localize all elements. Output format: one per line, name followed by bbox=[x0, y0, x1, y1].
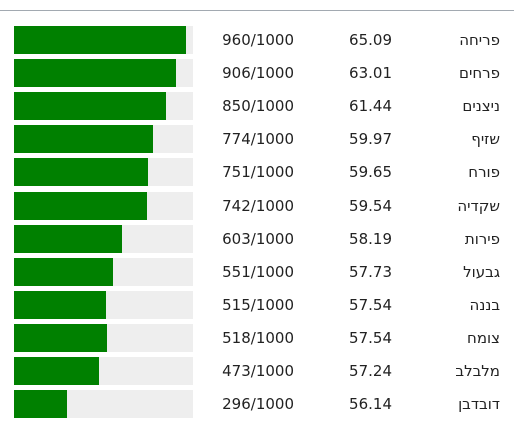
bar bbox=[14, 125, 153, 154]
bar-track bbox=[14, 257, 193, 286]
bar-track bbox=[14, 26, 193, 54]
score: 61.44 bbox=[349, 97, 392, 116]
score: 57.24 bbox=[349, 362, 392, 380]
word: מלבלב bbox=[455, 362, 500, 380]
bar-track bbox=[14, 224, 193, 253]
rating: 551/1000 bbox=[222, 262, 294, 281]
bar bbox=[14, 191, 147, 220]
bar bbox=[14, 59, 177, 88]
word: דובדבן bbox=[458, 395, 500, 414]
word: בננה bbox=[469, 295, 500, 314]
rating: 774/1000 bbox=[222, 130, 294, 149]
word: פירות bbox=[464, 229, 500, 248]
bar bbox=[14, 257, 113, 286]
bar-track bbox=[14, 357, 193, 385]
bar-track bbox=[14, 390, 193, 419]
score: 57.54 bbox=[349, 328, 392, 347]
score: 58.19 bbox=[349, 229, 392, 248]
rating: 751/1000 bbox=[222, 163, 294, 182]
word: ניצנים bbox=[462, 97, 500, 116]
top-rule bbox=[0, 10, 514, 11]
score: 63.01 bbox=[349, 64, 392, 83]
score: 57.73 bbox=[349, 262, 392, 281]
bar-track bbox=[14, 191, 193, 220]
score: 57.54 bbox=[349, 295, 392, 314]
bar bbox=[14, 158, 149, 187]
score: 59.97 bbox=[349, 130, 392, 149]
bar bbox=[14, 92, 167, 121]
word: צומח bbox=[467, 328, 500, 347]
word: שזיף bbox=[471, 130, 500, 149]
score: 65.09 bbox=[349, 31, 392, 49]
score: 59.65 bbox=[349, 163, 392, 182]
rating: 518/1000 bbox=[222, 328, 294, 347]
rating: 742/1000 bbox=[222, 196, 294, 215]
bar bbox=[14, 390, 67, 419]
bar-track bbox=[14, 92, 193, 121]
score: 59.54 bbox=[349, 196, 392, 215]
rating: 906/1000 bbox=[222, 64, 294, 83]
word: פורח bbox=[468, 163, 500, 182]
rating: 473/1000 bbox=[222, 362, 294, 380]
bar bbox=[14, 224, 122, 253]
rating: 850/1000 bbox=[222, 97, 294, 116]
bar-track bbox=[14, 158, 193, 187]
bar bbox=[14, 26, 186, 54]
bar-track bbox=[14, 59, 193, 88]
rating: 296/1000 bbox=[222, 395, 294, 414]
rating: 603/1000 bbox=[222, 229, 294, 248]
bar-track bbox=[14, 290, 193, 319]
score: 56.14 bbox=[349, 395, 392, 414]
rating: 515/1000 bbox=[222, 295, 294, 314]
bar bbox=[14, 290, 107, 319]
bar bbox=[14, 357, 99, 385]
rating: 960/1000 bbox=[222, 31, 294, 49]
word: פריחה bbox=[459, 31, 500, 49]
bar-track bbox=[14, 323, 193, 352]
word: שקדיה bbox=[457, 196, 500, 215]
word: גבעול bbox=[463, 262, 500, 281]
bar-track bbox=[14, 125, 193, 154]
word: פרחים bbox=[459, 64, 500, 83]
bar bbox=[14, 323, 107, 352]
